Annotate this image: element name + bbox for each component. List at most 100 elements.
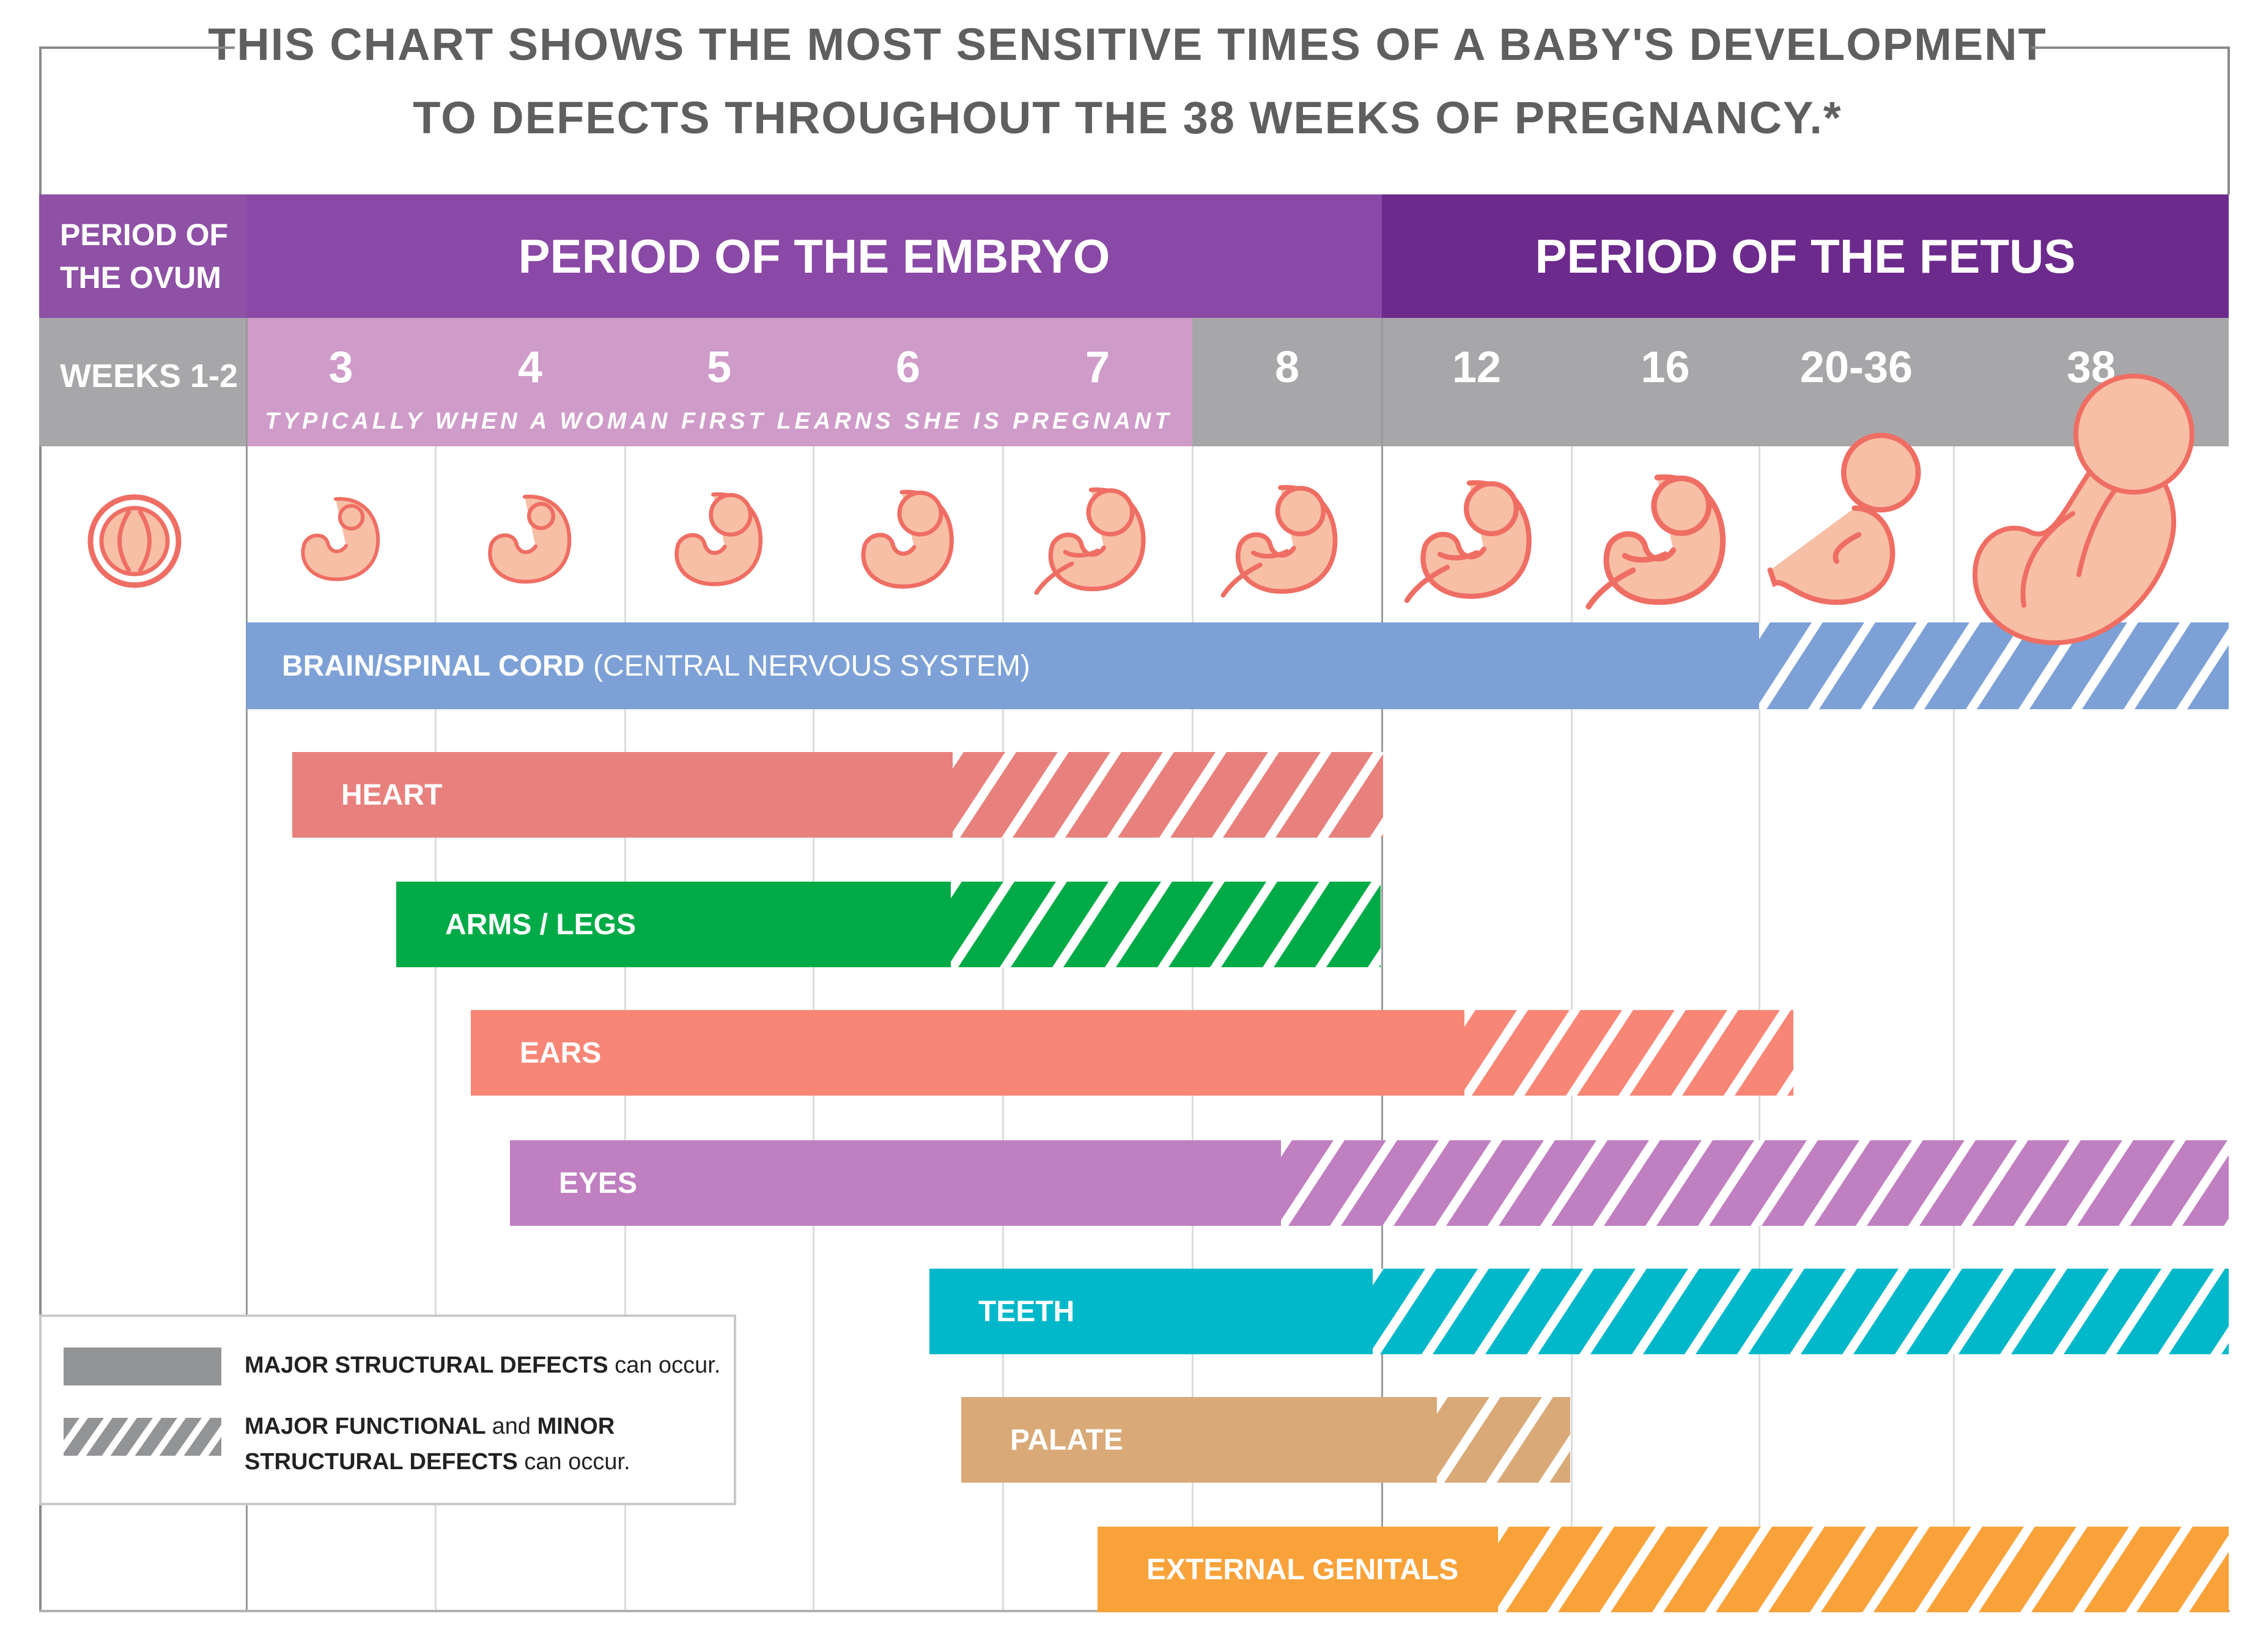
bar-hatch-stripe — [1212, 752, 1279, 838]
period-ovum-line1: PERIOD OF — [60, 218, 229, 252]
organ-bar-arms-legs — [396, 882, 1381, 967]
bar-hatch-stripe — [1685, 1269, 1752, 1354]
bar-hatch-stripe — [1908, 1140, 1976, 1226]
bar-hatch-stripe — [1382, 1140, 1450, 1226]
bar-hatch-stripe — [1968, 1527, 2035, 1612]
bar-label-heart: HEART — [341, 752, 442, 838]
organ-name: EXTERNAL GENITALS — [1146, 1553, 1459, 1586]
frame-right — [2227, 46, 2230, 194]
bar-hatch-stripe — [1373, 1269, 1436, 1354]
legend-hatched-swatch — [64, 1418, 221, 1456]
frame-top-left — [39, 46, 235, 49]
bar-hatch-stripe — [1705, 1527, 1772, 1612]
grid-line — [435, 446, 437, 1610]
bar-hatch-stripe — [1861, 622, 1928, 709]
legend-hatched-text: MAJOR FUNCTIONAL and MINOR STRUCTURAL DE… — [245, 1409, 630, 1480]
bar-hatch-stripe — [1370, 817, 1383, 838]
bar-hatch-stripe — [2210, 1326, 2229, 1354]
week-column-4: 4 — [435, 318, 625, 446]
weeks-1-2-label: WEEKS 1-2 — [39, 318, 246, 446]
bar-hatch-stripe — [1002, 752, 1069, 838]
bar-hatch-stripe — [1547, 1527, 1614, 1612]
bar-hatch-stripe — [1052, 882, 1120, 967]
bar-label-eyes: EYES — [559, 1140, 637, 1226]
bar-hatch-stripe — [1961, 1140, 2028, 1226]
bar-hatch-stripe — [1645, 1140, 1713, 1226]
organ-name: ARMS / LEGS — [445, 908, 637, 941]
bar-hatch-stripe — [1317, 752, 1383, 838]
bar-hatch-stripe — [1915, 1527, 1982, 1612]
embryo-week-12-icon — [1404, 480, 1532, 603]
bar-hatch-stripe — [1856, 1140, 1923, 1226]
bar-hatch-stripe — [1540, 1140, 1607, 1226]
bar-hatch-stripe — [1895, 1269, 1962, 1354]
grid-line — [1381, 318, 1383, 1610]
bar-hatch-stripe — [1527, 1269, 1594, 1354]
bar-hatch-stripe — [1498, 1527, 1562, 1612]
embryo-week-16-icon — [1585, 474, 1726, 610]
bar-hatch-stripe — [1373, 1269, 1384, 1286]
bar-hatch-stripe — [1913, 622, 1980, 709]
bar-hatch-stripe — [1757, 1527, 1825, 1612]
bar-hatch-stripe — [1966, 622, 2033, 709]
bar-hatch-stripe — [1437, 1397, 1448, 1414]
bar-hatch-stripe — [2053, 1269, 2120, 1354]
frame-left — [39, 46, 42, 1612]
bar-hatch-stripe — [2124, 622, 2191, 709]
organ-bar-eyes — [510, 1140, 2229, 1226]
bar-hatch-stripe — [1600, 1527, 1667, 1612]
bar-hatch-stripe — [1315, 882, 1381, 967]
bar-hatch-stripe — [1671, 1010, 1738, 1096]
organ-name: EYES — [559, 1167, 638, 1200]
bar-hatch-stripe — [1422, 1269, 1489, 1354]
bar-hatch-stripe — [1054, 752, 1121, 838]
bar-hatch-stripe — [1698, 1140, 1765, 1226]
week-column-8: 8 — [1192, 318, 1382, 446]
embryo-week-6-icon — [861, 490, 954, 589]
fetus-week-38-figure — [1972, 374, 2194, 646]
bar-hatch-stripe — [1759, 622, 1823, 709]
bar-hatch-stripe — [1281, 1140, 1292, 1157]
chart-title-line-1: THIS CHART SHOWS THE MOST SENSITIVE TIME… — [208, 19, 2047, 70]
bar-hatch-stripe — [1157, 882, 1225, 967]
bar-hatch-stripe — [1281, 1140, 1345, 1226]
bar-hatch-stripe — [1724, 1010, 1791, 1096]
bar-hatch-stripe — [1538, 1434, 1570, 1483]
organ-name: TEETH — [978, 1295, 1075, 1328]
week-column-16: 16 — [1571, 318, 1759, 446]
embryo-week-3-icon — [301, 497, 380, 581]
organ-bar-brain-spinal-cord — [246, 622, 2229, 709]
bar-hatch-stripe — [2119, 1140, 2186, 1226]
bar-label-palate: PALATE — [1010, 1397, 1123, 1483]
bar-label-ears: EARS — [520, 1010, 601, 1096]
bar-hatch-stripe — [953, 752, 1016, 838]
ovum-icon — [87, 494, 182, 588]
bar-hatch-stripe — [1737, 1269, 1804, 1354]
bar-hatch-stripe — [1947, 1269, 2015, 1354]
bar-hatch-stripe — [1498, 1527, 1509, 1544]
legend-solid-swatch — [64, 1348, 221, 1385]
legend-solid-text: MAJOR STRUCTURAL DEFECTS can occur. — [245, 1348, 720, 1383]
bar-hatch-stripe — [2176, 628, 2229, 709]
organ-bar-heart — [292, 752, 1383, 838]
legend-hatched-and: and — [492, 1414, 531, 1439]
organ-bar-teeth — [929, 1269, 2229, 1354]
period-fetus-header: PERIOD OF THE FETUS — [1382, 194, 2229, 318]
period-ovum-line2: THE OVUM — [60, 260, 221, 295]
bar-hatch-stripe — [2000, 1269, 2067, 1354]
bar-hatch-stripe — [1808, 622, 1875, 709]
organ-bar-external-genitals — [1098, 1527, 2229, 1612]
legend-hatched-line2-bold: STRUCTURAL DEFECTS — [245, 1449, 518, 1475]
bar-hatch-stripe — [1776, 1069, 1793, 1096]
bar-major-segment — [292, 752, 1383, 838]
bar-hatch-stripe — [1263, 882, 1330, 967]
legend-solid-rest: can occur. — [614, 1352, 721, 1378]
bar-hatch-stripe — [1159, 752, 1227, 838]
bar-hatch-stripe — [1513, 1010, 1581, 1096]
bar-hatch-stripe — [1107, 752, 1174, 838]
pregnancy-discovery-note: TYPICALLY WHEN A WOMAN FIRST LEARNS SHE … — [265, 408, 1173, 434]
week-column-3: 3 — [246, 318, 435, 446]
bar-hatch-stripe — [1579, 1269, 1647, 1354]
